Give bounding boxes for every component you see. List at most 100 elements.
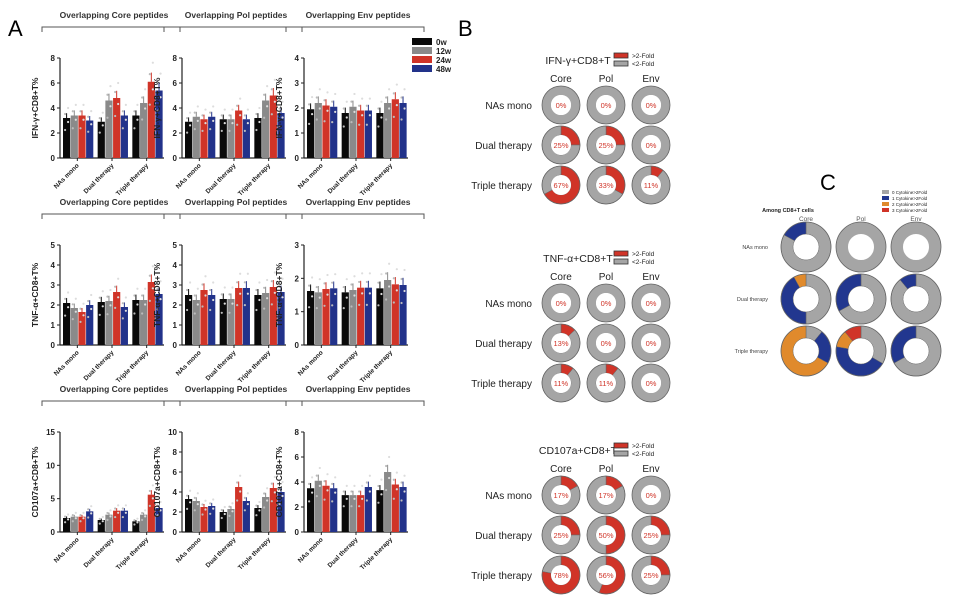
donut-percent: 25% xyxy=(643,531,658,540)
data-point xyxy=(236,123,239,126)
bar-48w xyxy=(330,288,338,345)
data-point xyxy=(239,490,242,493)
column-header: Core xyxy=(799,216,813,223)
legend-swatch xyxy=(882,208,889,212)
chart-title: Overlapping Pol peptides xyxy=(185,197,288,207)
data-point xyxy=(151,61,154,64)
row-label: NAs mono xyxy=(485,299,532,310)
donut-hole xyxy=(551,175,571,195)
panel-c-title: Among CD8+T cells xyxy=(762,208,814,214)
y-tick-label: 0 xyxy=(173,341,178,350)
data-point xyxy=(189,501,192,504)
bar-0w xyxy=(254,118,262,158)
data-point xyxy=(385,298,388,301)
data-point xyxy=(368,490,371,493)
title-bracket xyxy=(163,400,303,406)
data-point xyxy=(90,110,93,113)
data-point xyxy=(263,93,266,96)
data-point xyxy=(403,490,406,493)
data-point xyxy=(159,280,162,283)
donut-outline xyxy=(586,165,626,205)
data-point xyxy=(273,100,276,103)
data-point xyxy=(365,481,368,484)
bar-48w xyxy=(277,292,285,345)
donut-c-segment xyxy=(836,222,886,272)
data-point xyxy=(106,295,109,298)
data-point xyxy=(334,476,337,479)
data-point xyxy=(117,81,120,85)
y-tick-label: 10 xyxy=(168,428,177,437)
legend-label-0w: 0w xyxy=(436,38,447,47)
data-point xyxy=(212,298,215,302)
bar-12w xyxy=(262,293,270,345)
data-point xyxy=(201,305,204,308)
bar-12w xyxy=(262,100,270,158)
y-tick-label: 5 xyxy=(51,495,56,504)
x-tick-label: NAs mono xyxy=(297,349,325,377)
data-point xyxy=(106,93,109,96)
bar-24w xyxy=(357,495,365,532)
donut-hole xyxy=(596,95,616,115)
y-tick-label: 0 xyxy=(295,528,300,537)
data-point xyxy=(345,497,348,500)
data-point xyxy=(193,111,196,114)
x-tick-label: Dual therapy xyxy=(83,162,116,195)
data-point xyxy=(79,520,82,523)
data-point xyxy=(358,505,361,508)
bar-0w xyxy=(219,119,227,158)
bar-0w xyxy=(219,512,227,532)
data-point xyxy=(315,285,318,289)
legend-swatch-gt2 xyxy=(613,442,629,449)
x-tick-label: Dual therapy xyxy=(205,162,238,195)
donut-hole xyxy=(551,525,571,545)
data-point xyxy=(255,504,258,507)
data-point xyxy=(136,521,139,524)
data-point xyxy=(377,484,380,488)
legend-swatch-lt2 xyxy=(613,60,629,67)
donut-percent: 25% xyxy=(553,141,568,150)
data-point xyxy=(281,296,284,299)
bar-48w xyxy=(155,90,163,158)
y-tick-label: 2 xyxy=(295,503,300,512)
data-point xyxy=(121,507,124,510)
data-point xyxy=(270,482,273,485)
data-point xyxy=(270,500,273,503)
data-point xyxy=(236,281,239,284)
data-point xyxy=(368,114,371,117)
title-bracket xyxy=(163,26,303,32)
data-point xyxy=(331,281,334,284)
data-point xyxy=(388,285,391,288)
bar-24w xyxy=(235,487,243,532)
donut-hole xyxy=(551,333,571,353)
data-point xyxy=(243,129,246,132)
y-tick-label: 3 xyxy=(295,241,300,250)
data-point xyxy=(400,96,403,99)
data-point xyxy=(82,103,85,106)
data-point xyxy=(87,508,90,511)
legend-label: 3 Cytokine>2Fold xyxy=(892,208,928,213)
data-point xyxy=(71,318,74,321)
data-point xyxy=(124,504,127,507)
column-header: Env xyxy=(642,464,659,475)
data-point xyxy=(124,118,127,121)
column-header: Core xyxy=(550,74,572,85)
data-point xyxy=(388,107,391,110)
data-point xyxy=(220,293,223,296)
data-point xyxy=(315,474,318,477)
data-point xyxy=(101,515,104,519)
data-point xyxy=(273,78,276,81)
x-tick-label: NAs mono xyxy=(175,536,203,564)
data-point xyxy=(136,103,139,106)
data-point xyxy=(133,523,136,526)
donut-segment xyxy=(632,86,670,124)
data-point xyxy=(159,72,162,75)
donut-hole xyxy=(551,373,571,393)
data-point xyxy=(278,125,281,128)
row-label: Dual therapy xyxy=(475,141,532,152)
x-tick-label: Dual therapy xyxy=(327,536,360,569)
donut-percent: 0% xyxy=(646,491,657,500)
data-point xyxy=(231,502,234,505)
data-point xyxy=(403,474,406,477)
